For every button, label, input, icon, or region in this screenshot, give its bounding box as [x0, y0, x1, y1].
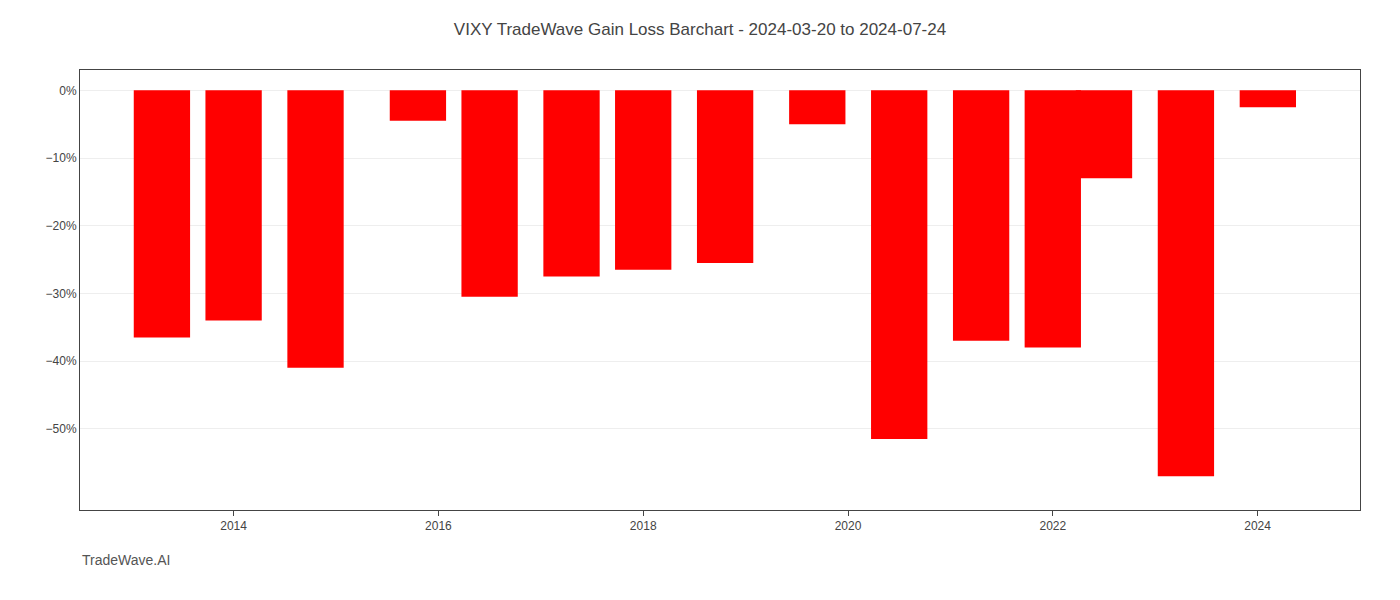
svg-text:0%: 0%	[59, 84, 77, 98]
svg-text:2022: 2022	[1039, 519, 1066, 533]
svg-text:−10%: −10%	[46, 151, 77, 165]
svg-text:−50%: −50%	[46, 422, 77, 436]
svg-text:−40%: −40%	[46, 354, 77, 368]
svg-text:2024: 2024	[1244, 519, 1271, 533]
svg-text:VIXY TradeWave Gain Loss Barch: VIXY TradeWave Gain Loss Barchart - 2024…	[454, 20, 946, 39]
svg-text:2018: 2018	[630, 519, 657, 533]
svg-text:2020: 2020	[835, 519, 862, 533]
svg-text:2016: 2016	[425, 519, 452, 533]
svg-text:2014: 2014	[220, 519, 247, 533]
svg-text:−30%: −30%	[46, 287, 77, 301]
svg-text:TradeWave.AI: TradeWave.AI	[82, 552, 170, 568]
svg-text:−20%: −20%	[46, 219, 77, 233]
